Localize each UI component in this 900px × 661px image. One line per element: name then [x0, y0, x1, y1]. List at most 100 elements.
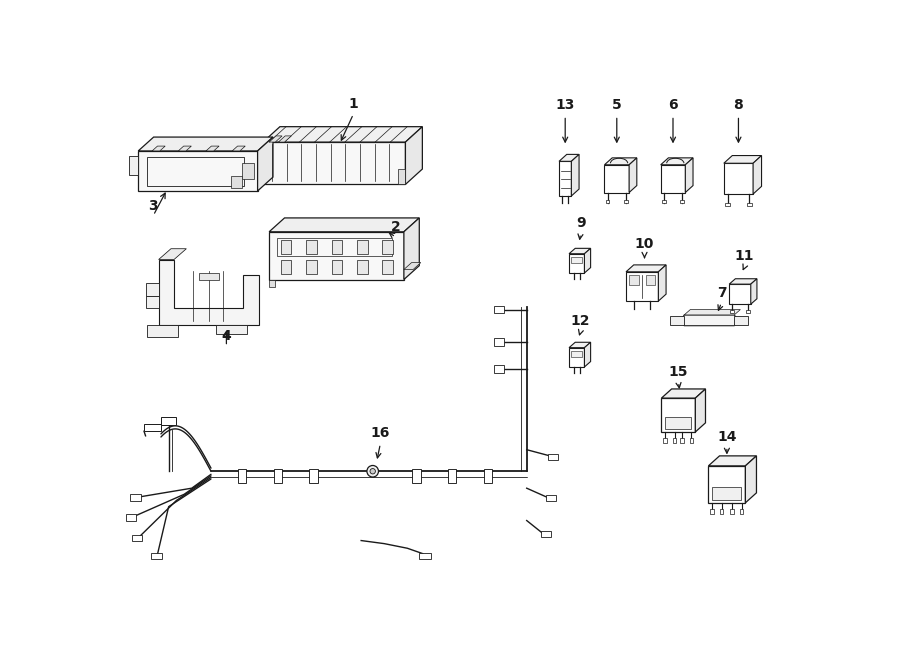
Text: 14: 14: [717, 430, 736, 444]
Bar: [161, 417, 176, 425]
Polygon shape: [629, 158, 637, 192]
Polygon shape: [751, 279, 757, 304]
Bar: [331, 240, 342, 254]
Bar: [382, 260, 393, 274]
Bar: [710, 509, 715, 514]
Bar: [148, 157, 244, 186]
Bar: [572, 351, 582, 358]
Circle shape: [370, 469, 375, 474]
Polygon shape: [626, 265, 666, 272]
Polygon shape: [404, 218, 419, 280]
Text: 3: 3: [148, 198, 158, 213]
Text: 9: 9: [576, 216, 585, 230]
Bar: [541, 531, 551, 537]
Polygon shape: [661, 165, 685, 192]
Bar: [731, 509, 734, 514]
Bar: [357, 260, 368, 274]
Polygon shape: [216, 325, 248, 334]
Text: 15: 15: [669, 365, 689, 379]
Polygon shape: [569, 348, 584, 367]
Polygon shape: [158, 260, 258, 325]
Bar: [680, 200, 684, 204]
Bar: [664, 417, 690, 429]
Polygon shape: [139, 137, 273, 151]
Polygon shape: [605, 158, 637, 165]
Polygon shape: [146, 295, 158, 308]
Polygon shape: [152, 146, 166, 151]
Text: 1: 1: [348, 97, 358, 111]
Bar: [274, 469, 283, 483]
Text: 16: 16: [371, 426, 390, 440]
Bar: [672, 438, 677, 443]
Bar: [200, 272, 219, 280]
Bar: [645, 275, 655, 285]
Polygon shape: [569, 254, 584, 273]
Polygon shape: [146, 283, 158, 295]
Polygon shape: [745, 456, 757, 503]
Polygon shape: [147, 325, 178, 336]
Circle shape: [367, 465, 379, 477]
Polygon shape: [405, 127, 422, 184]
Bar: [144, 424, 161, 431]
Bar: [720, 509, 724, 514]
Polygon shape: [559, 155, 579, 161]
Bar: [281, 240, 292, 254]
Polygon shape: [269, 218, 419, 232]
Polygon shape: [584, 342, 590, 367]
Polygon shape: [232, 146, 246, 151]
Bar: [448, 469, 456, 483]
Bar: [306, 240, 317, 254]
Polygon shape: [398, 169, 405, 184]
Polygon shape: [569, 249, 590, 254]
Bar: [382, 240, 393, 254]
Polygon shape: [129, 155, 139, 175]
Bar: [572, 257, 582, 263]
Bar: [277, 238, 392, 256]
Bar: [494, 305, 504, 313]
Bar: [484, 469, 492, 483]
Polygon shape: [230, 176, 242, 188]
Polygon shape: [684, 309, 741, 315]
Polygon shape: [724, 163, 753, 194]
Bar: [606, 200, 609, 204]
Bar: [747, 204, 752, 206]
Polygon shape: [257, 137, 273, 191]
Polygon shape: [139, 151, 257, 191]
Text: 6: 6: [668, 98, 678, 112]
Polygon shape: [662, 389, 706, 398]
Bar: [725, 204, 730, 206]
Polygon shape: [206, 146, 219, 151]
Polygon shape: [269, 280, 275, 288]
Polygon shape: [559, 161, 572, 196]
Bar: [418, 553, 431, 559]
Text: 5: 5: [612, 98, 622, 112]
Bar: [629, 275, 639, 285]
Polygon shape: [670, 316, 684, 325]
Polygon shape: [685, 158, 693, 192]
Bar: [740, 509, 743, 514]
Bar: [663, 438, 667, 443]
Text: 8: 8: [734, 98, 743, 112]
Polygon shape: [278, 136, 292, 142]
Text: 10: 10: [634, 237, 654, 251]
Polygon shape: [178, 146, 192, 151]
Polygon shape: [569, 342, 590, 348]
Bar: [494, 338, 504, 346]
Polygon shape: [158, 249, 186, 260]
Bar: [731, 310, 734, 313]
Bar: [680, 438, 684, 443]
Bar: [662, 200, 666, 204]
Bar: [310, 469, 318, 483]
Bar: [281, 260, 292, 274]
Polygon shape: [572, 155, 579, 196]
Polygon shape: [708, 456, 757, 466]
Polygon shape: [584, 249, 590, 273]
Text: 12: 12: [571, 314, 590, 328]
Text: 2: 2: [391, 220, 401, 234]
Bar: [746, 310, 750, 313]
Bar: [131, 535, 142, 541]
Polygon shape: [269, 136, 282, 142]
Bar: [712, 486, 741, 500]
Bar: [125, 514, 136, 520]
Bar: [624, 200, 628, 204]
